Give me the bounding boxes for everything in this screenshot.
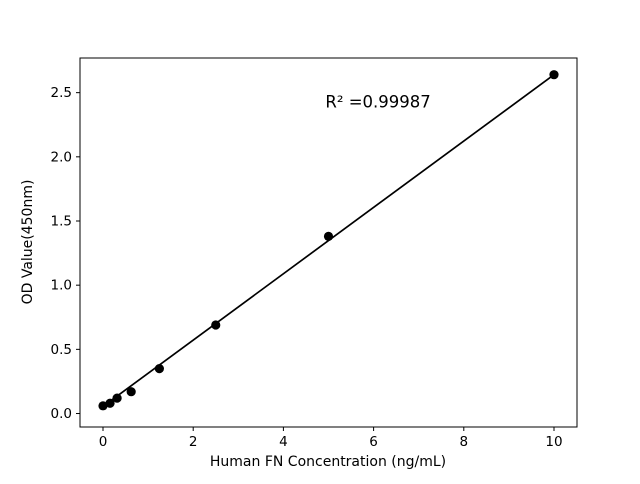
x-tick-label: 10 [545, 434, 562, 450]
x-axis-label: Human FN Concentration (ng/mL) [210, 454, 446, 470]
x-tick-label: 6 [369, 434, 378, 450]
y-tick-label: 1.0 [51, 278, 72, 294]
data-point [549, 70, 559, 80]
y-tick-label: 2.5 [51, 85, 72, 101]
y-tick-label: 0.0 [51, 406, 72, 422]
plot-layer: 0 2 4 6 8 10 0.0 0.5 1.0 1.5 2.0 2.5 [51, 57, 578, 450]
data-point [105, 398, 115, 408]
plot-border [79, 57, 578, 428]
y-tick-label: 0.5 [51, 342, 72, 358]
y-tick-label: 1.5 [51, 214, 72, 230]
data-point [112, 393, 122, 403]
x-tick-label: 0 [99, 434, 108, 450]
data-point [126, 387, 136, 397]
y-tick-label: 2.0 [51, 149, 72, 165]
data-point [211, 320, 221, 330]
x-tick-label: 2 [189, 434, 198, 450]
x-tick-label: 4 [279, 434, 288, 450]
data-point [98, 401, 108, 411]
data-point [154, 364, 164, 374]
r-squared-annotation: R² =0.99987 [325, 93, 430, 112]
x-tick-label: 8 [460, 434, 469, 450]
data-point [323, 231, 334, 242]
y-axis-label: OD Value(450nm) [20, 180, 36, 305]
